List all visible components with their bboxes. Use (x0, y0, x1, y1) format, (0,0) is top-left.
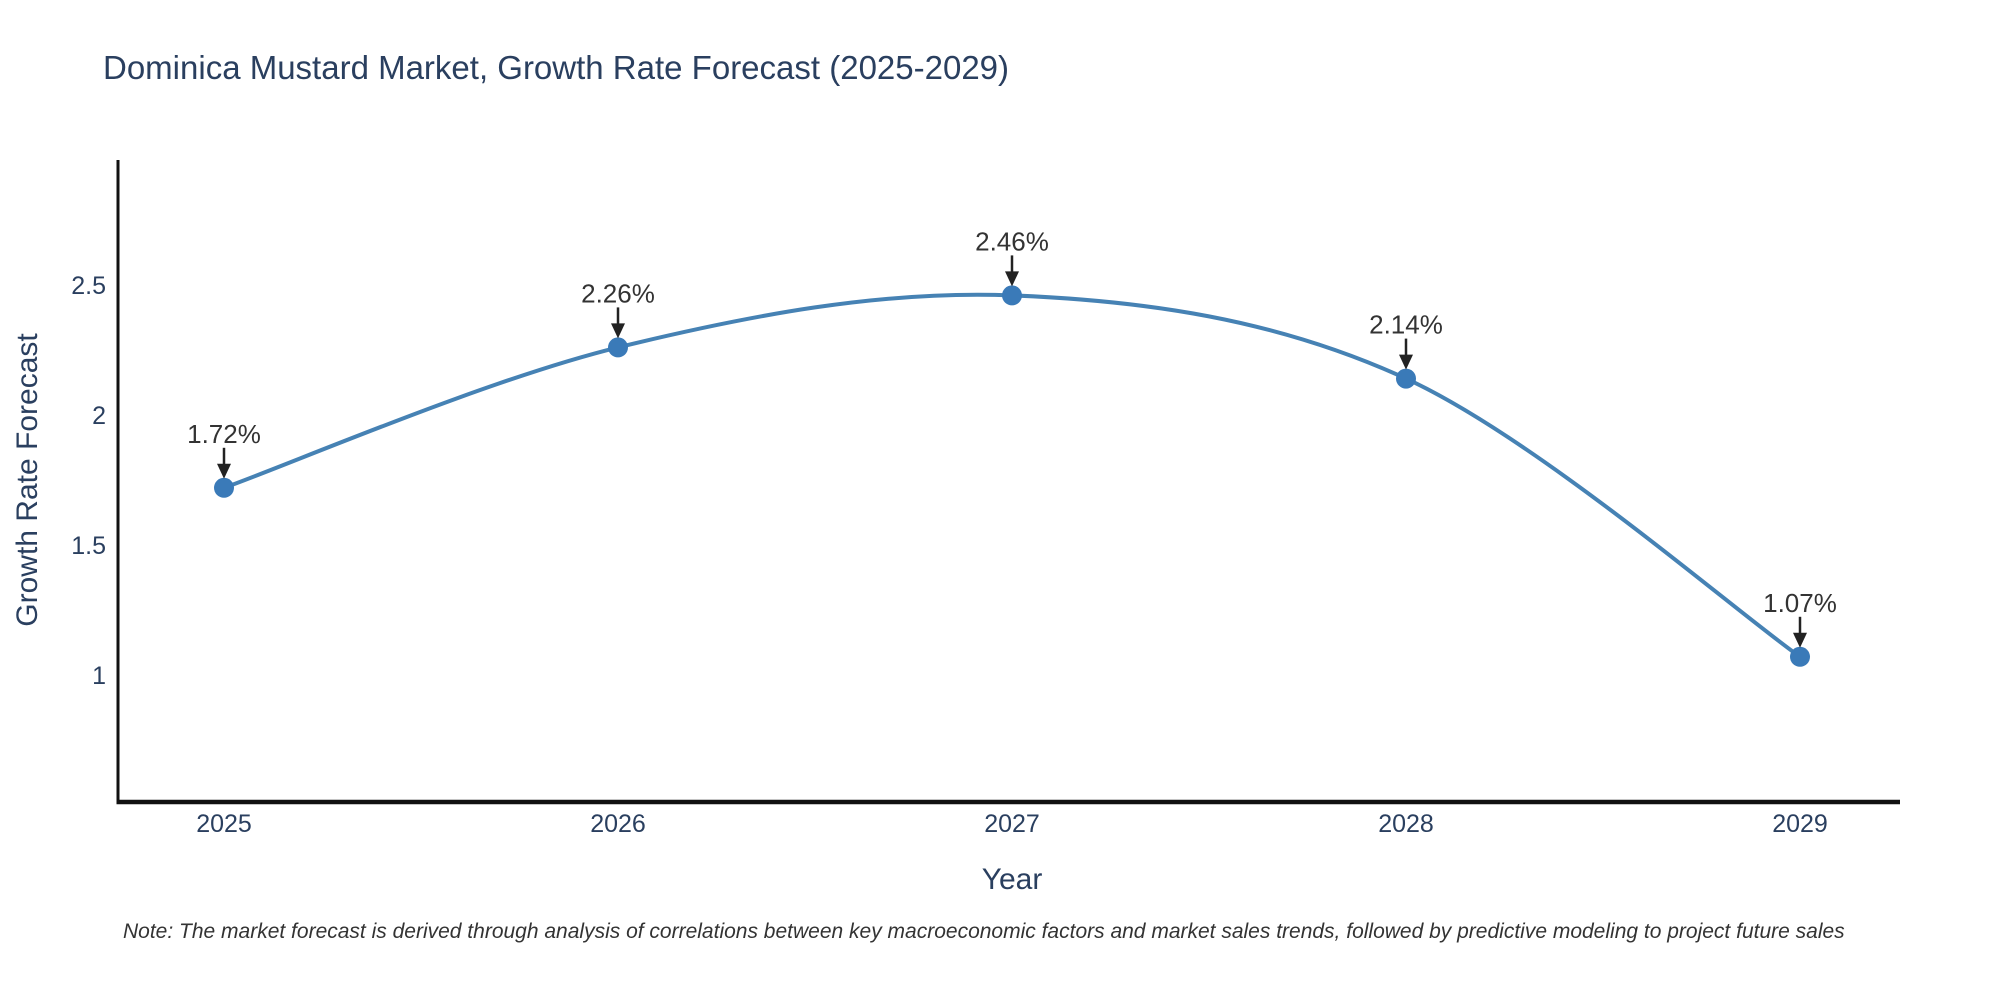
data-point-label: 2.46% (975, 226, 1049, 256)
annotation-arrowhead-icon (1793, 632, 1807, 648)
data-point-marker (214, 477, 234, 498)
footnote: Note: The market forecast is derived thr… (123, 920, 1845, 943)
data-point-marker (1790, 646, 1810, 667)
data-point-label: 1.72% (187, 419, 261, 449)
chart-title: Dominica Mustard Market, Growth Rate For… (103, 49, 1010, 86)
data-point-label: 2.14% (1369, 310, 1443, 340)
y-tick-label: 2.5 (71, 272, 106, 300)
y-tick-label: 2 (92, 402, 106, 430)
y-tick-label: 1 (92, 662, 106, 690)
x-tick-label: 2029 (1772, 810, 1828, 838)
data-point-marker (608, 337, 628, 358)
annotation-arrowhead-icon (1005, 271, 1019, 287)
annotation-arrowhead-icon (611, 323, 625, 339)
y-tick-label: 1.5 (71, 532, 106, 560)
data-point-marker (1002, 285, 1022, 306)
data-point-marker (1396, 368, 1416, 389)
x-tick-label: 2027 (984, 810, 1040, 838)
data-point-label: 1.07% (1763, 588, 1837, 618)
annotation-arrowhead-icon (1399, 354, 1413, 370)
data-point-label: 2.26% (581, 278, 655, 308)
line-series (222, 292, 1802, 659)
x-tick-label: 2028 (1378, 810, 1434, 838)
annotation-arrowhead-icon (217, 463, 231, 479)
x-axis-title: Year (981, 863, 1043, 896)
x-tick-label: 2025 (196, 810, 252, 838)
x-tick-label: 2026 (590, 810, 646, 838)
